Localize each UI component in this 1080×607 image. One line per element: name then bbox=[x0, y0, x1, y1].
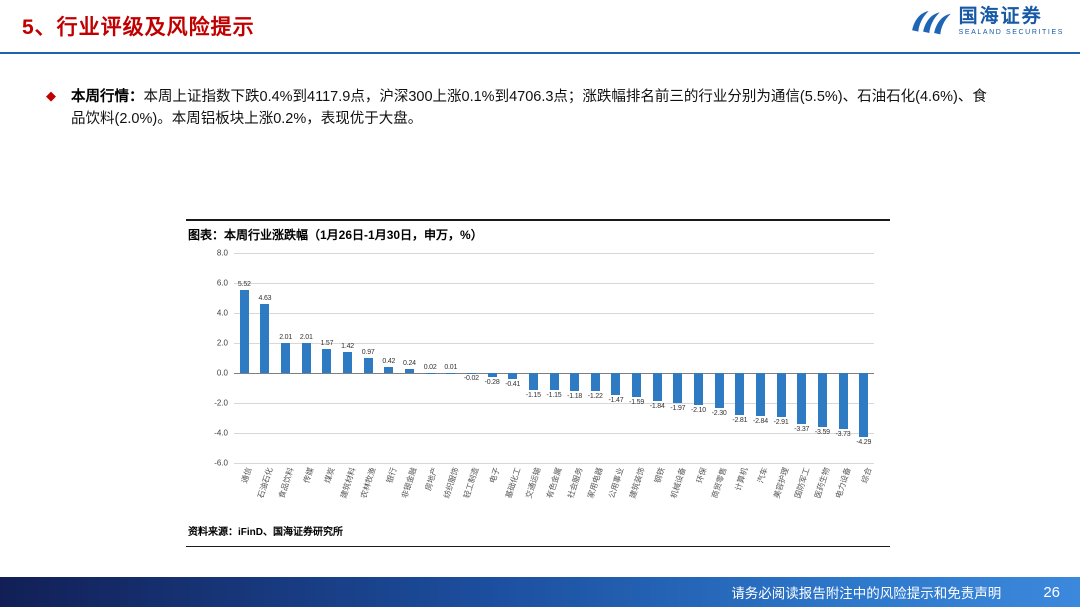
y-tick-label: 6.0 bbox=[216, 278, 228, 288]
bar-value-label: 4.63 bbox=[258, 294, 272, 302]
gridline bbox=[234, 433, 874, 434]
bar-value-label: -2.81 bbox=[732, 417, 748, 425]
bar bbox=[508, 373, 518, 380]
diamond-bullet-icon: ◆ bbox=[46, 88, 56, 103]
bar-value-label: -1.84 bbox=[649, 402, 665, 410]
bar bbox=[343, 351, 353, 373]
gridline bbox=[234, 343, 874, 344]
bar-chart: 8.0 6.0 4.0 2.0 0.0 -2.0 -4.0 -6.0 5.52 4.63 2.01 2… bbox=[214, 249, 874, 517]
bar-value-label: -1.59 bbox=[629, 398, 645, 406]
bar-value-label: 0.01 bbox=[444, 363, 458, 371]
bullet-body: 本周上证指数下跌0.4%到4117.9点，沪深300上涨0.1%到4706.3点… bbox=[71, 89, 987, 128]
bar-value-label: -1.15 bbox=[525, 392, 541, 400]
bar-value-label: 1.42 bbox=[341, 342, 354, 350]
bullet-label: 本周行情： bbox=[71, 89, 144, 105]
bar-value-label: 0.24 bbox=[403, 360, 416, 368]
bar bbox=[797, 373, 807, 424]
bar-value-label: -1.97 bbox=[670, 404, 686, 412]
bar bbox=[590, 373, 600, 392]
bar-value-label: 0.02 bbox=[423, 363, 437, 371]
bar bbox=[281, 342, 291, 373]
logo-text: 国海证券 SEALAND SECURITIES bbox=[959, 7, 1064, 36]
y-tick-label: -2.0 bbox=[214, 398, 228, 408]
logo-waves-icon bbox=[911, 11, 951, 35]
y-tick-label: 2.0 bbox=[216, 338, 228, 348]
slide-footer: 请务必阅读报告附注中的风险提示和免责声明 26 bbox=[0, 577, 1080, 607]
chart-plot: 8.0 6.0 4.0 2.0 0.0 -2.0 -4.0 -6.0 5.52 4.63 2.01 2… bbox=[214, 249, 874, 468]
bar-value-label: -0.41 bbox=[505, 381, 521, 389]
bar-value-label: -4.29 bbox=[856, 439, 872, 447]
bullet-paragraph: ◆ 本周行情：本周上证指数下跌0.4%到4117.9点，沪深300上涨0.1%到… bbox=[46, 86, 998, 131]
bar bbox=[714, 373, 724, 408]
page-title: 5、行业评级及风险提示 bbox=[22, 16, 255, 39]
bar-value-label: -3.59 bbox=[814, 428, 830, 436]
gridline bbox=[234, 253, 874, 254]
chart-source: 资料来源：iFinD、国海证券研究所 bbox=[188, 527, 343, 538]
gridline bbox=[234, 283, 874, 284]
bar bbox=[776, 373, 786, 417]
bar bbox=[859, 373, 869, 438]
bar bbox=[570, 373, 580, 391]
logo-company-name: 国海证券 bbox=[958, 6, 1043, 28]
bar-value-label: 1.57 bbox=[320, 340, 334, 348]
footer-disclaimer: 请务必阅读报告附注中的风险提示和免责声明 bbox=[731, 586, 1002, 601]
bar-value-label: -1.18 bbox=[567, 392, 583, 400]
bar bbox=[322, 349, 332, 373]
bar-value-label: 2.01 bbox=[299, 333, 313, 341]
bar bbox=[404, 369, 414, 373]
bar-value-label: -1.15 bbox=[546, 392, 562, 400]
bar-value-label: -3.73 bbox=[835, 430, 851, 438]
bar bbox=[652, 373, 662, 401]
company-logo: 国海证券 SEALAND SECURITIES bbox=[908, 7, 1064, 37]
y-tick-label: -6.0 bbox=[214, 458, 228, 468]
bar-value-label: -2.10 bbox=[691, 406, 706, 414]
bar bbox=[611, 373, 621, 396]
bar-value-label: -2.84 bbox=[752, 417, 768, 425]
bar bbox=[735, 373, 745, 416]
chart-block: 图表：本周行业涨跌幅（1月26日-1月30日，申万，%） 8.0 6.0 4.0 2.… bbox=[186, 219, 890, 547]
bar bbox=[694, 373, 704, 405]
header-divider bbox=[0, 52, 1080, 54]
bar bbox=[673, 373, 683, 403]
bar-value-label: 5.52 bbox=[237, 281, 251, 289]
bar-value-label: -2.91 bbox=[773, 418, 789, 426]
gridline bbox=[234, 313, 874, 314]
bar bbox=[549, 373, 559, 391]
bar-value-label: -0.02 bbox=[463, 375, 479, 383]
y-tick-label: 4.0 bbox=[216, 308, 228, 318]
x-axis-labels: 通信 石油石化 食品饮料 传媒 煤炭 建筑材料 农林牧渔 银行 非银金融 房地产 纺织服饰 轻工制造电… bbox=[240, 466, 874, 500]
bar-value-label: -1.22 bbox=[587, 393, 603, 401]
bar bbox=[817, 373, 827, 427]
bar bbox=[239, 290, 249, 373]
gridline bbox=[234, 463, 874, 464]
bar-value-label: -0.28 bbox=[484, 379, 500, 387]
gridline bbox=[234, 403, 874, 404]
bar bbox=[632, 373, 642, 397]
bar bbox=[301, 342, 311, 373]
logo-company-subtitle: SEALAND SECURITIES bbox=[958, 29, 1064, 37]
bar-value-label: -3.37 bbox=[794, 425, 810, 433]
bar bbox=[384, 366, 394, 373]
chart-title: 图表：本周行业涨跌幅（1月26日-1月30日，申万，%） bbox=[188, 228, 483, 242]
bar-value-label: 0.42 bbox=[382, 357, 396, 365]
bar bbox=[528, 373, 538, 391]
bar-value-label: 2.01 bbox=[279, 333, 293, 341]
bar bbox=[487, 373, 497, 378]
bar-value-label: -2.30 bbox=[711, 409, 727, 417]
bar bbox=[260, 303, 270, 373]
bar bbox=[363, 358, 373, 373]
bar-value-label: 0.97 bbox=[361, 349, 375, 357]
footer-page-number: 26 bbox=[1043, 583, 1060, 601]
bar-value-label: -1.47 bbox=[608, 397, 624, 405]
y-tick-label: -4.0 bbox=[214, 428, 228, 438]
y-tick-label: 8.0 bbox=[216, 248, 228, 258]
bar bbox=[838, 373, 848, 429]
bar bbox=[755, 373, 765, 416]
bullet-text: 本周行情：本周上证指数下跌0.4%到4117.9点，沪深300上涨0.1%到47… bbox=[71, 86, 998, 131]
y-tick-label: 0.0 bbox=[216, 368, 228, 378]
